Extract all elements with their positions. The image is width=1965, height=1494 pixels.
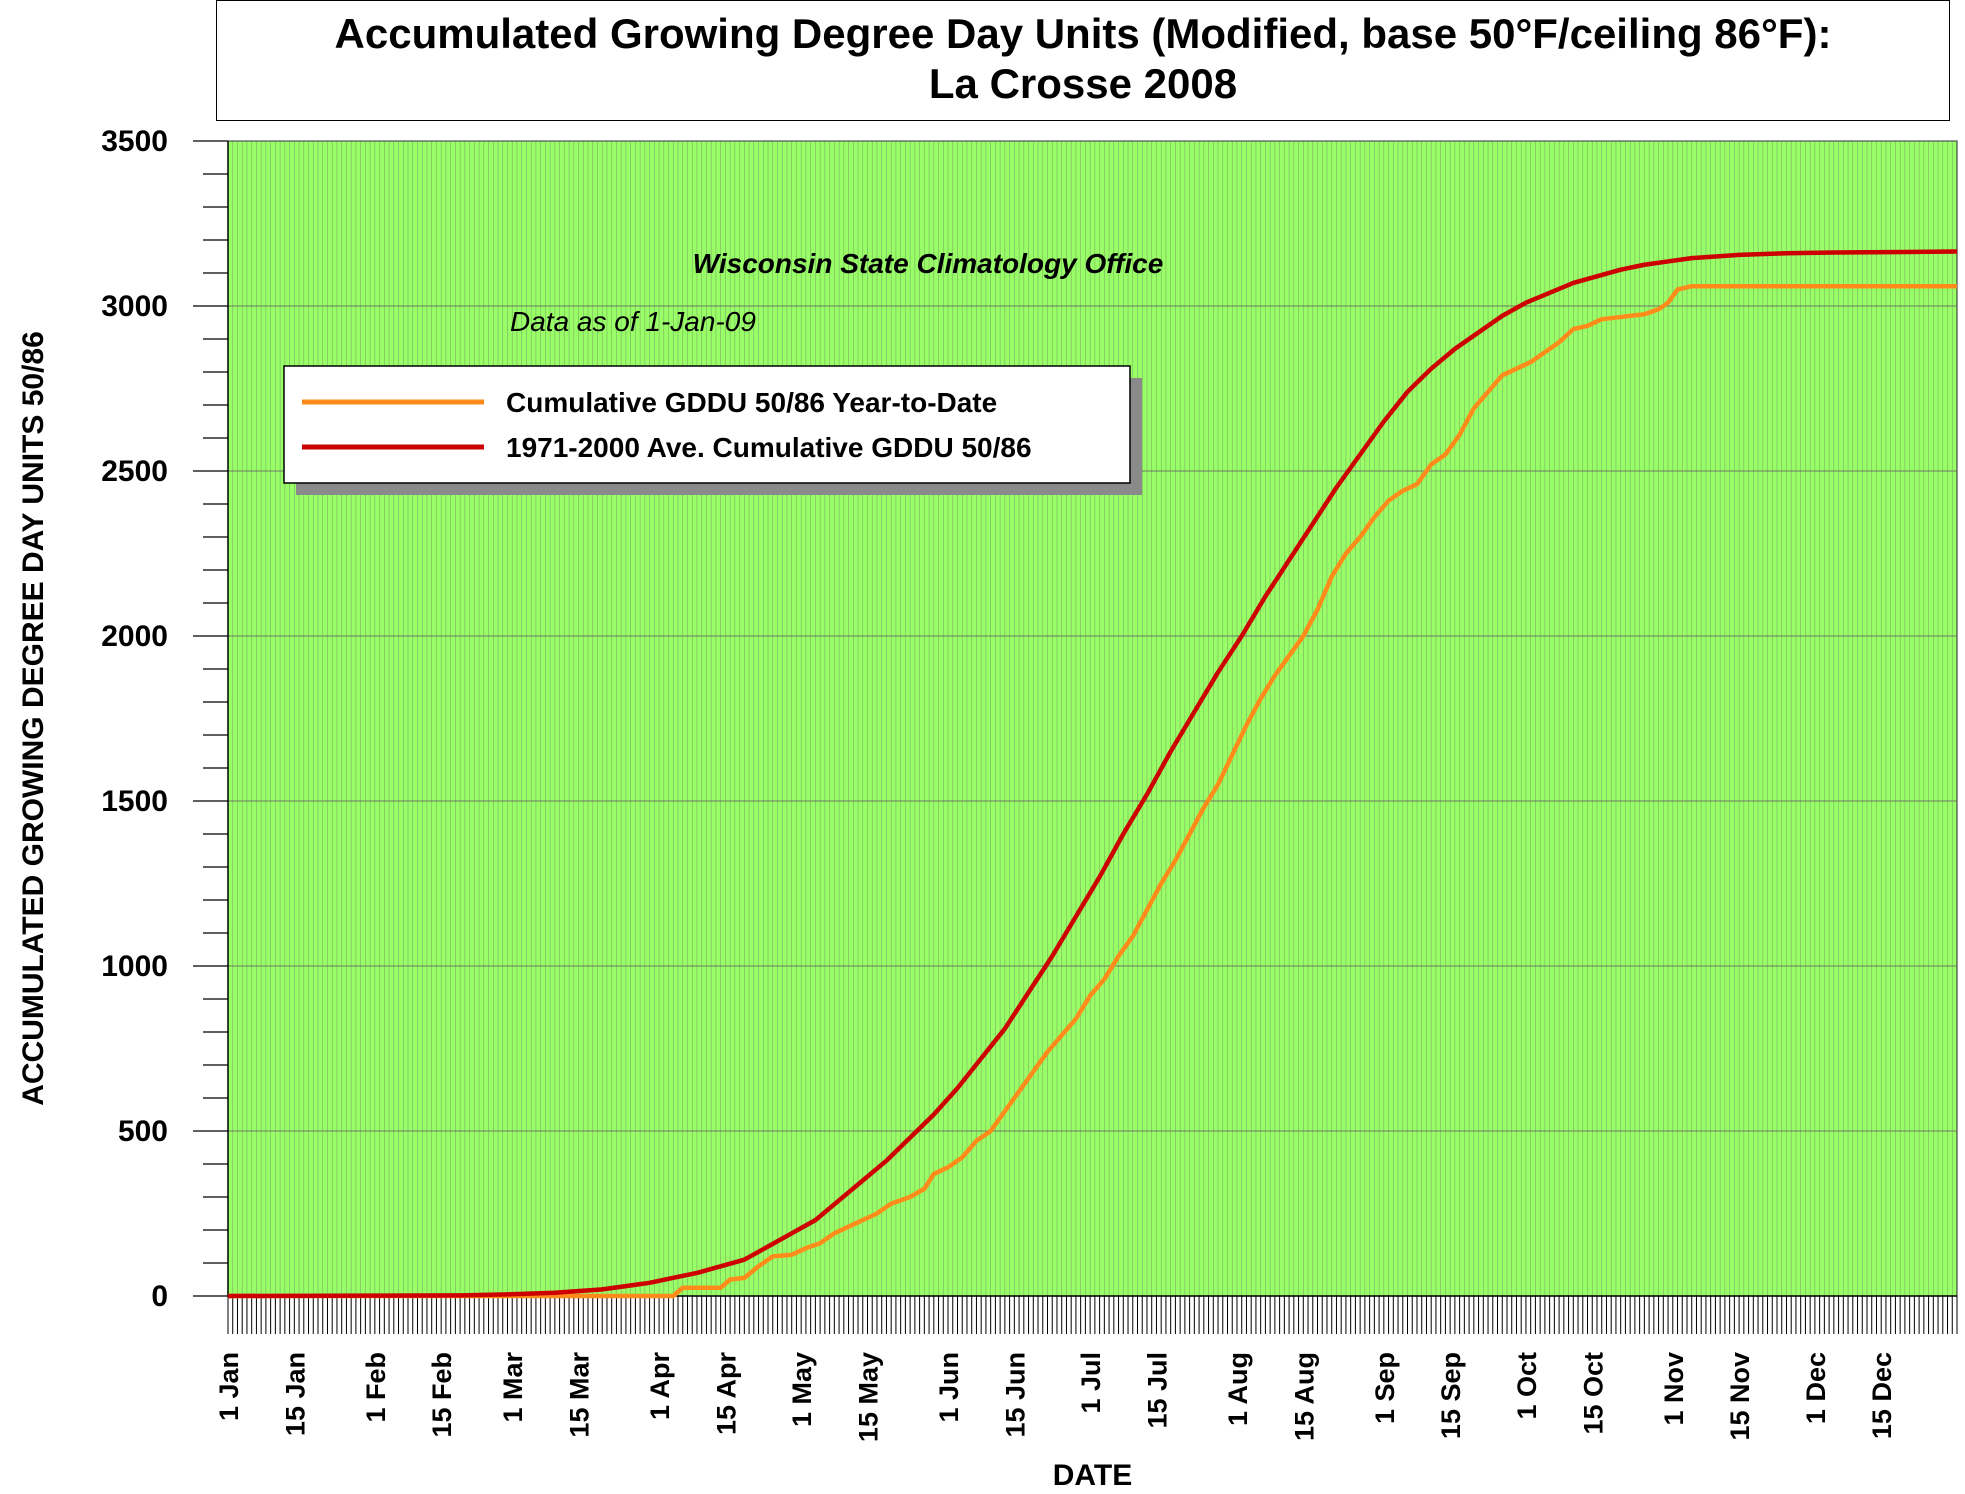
x-axis: 1 Jan 15 Jan 1 Feb 15 Feb 1 Mar 15 Mar 1 Apr 15… (214, 1295, 1958, 1442)
y-tick-label: 3500 (101, 125, 168, 158)
y-tick-label: 0 (151, 1280, 168, 1313)
chart-subtitle: La Crosse 2008 (928, 60, 1238, 107)
x-tick-label: 1 Sep (1370, 1352, 1400, 1424)
data-as-of-annotation: Data as of 1-Jan-09 (510, 306, 756, 337)
legend-box (283, 365, 1131, 484)
x-tick-label: 1 Jul (1076, 1352, 1106, 1414)
x-tick-label: 1 Feb (361, 1352, 391, 1423)
x-tick-label: 1 Nov (1659, 1352, 1689, 1426)
x-tick-label: 1 Dec (1801, 1352, 1831, 1424)
office-annotation: Wisconsin State Climatology Office (693, 248, 1164, 279)
chart-title-box: Accumulated Growing Degree Day Units (Mo… (216, 0, 1950, 121)
y-tick-label: 1500 (101, 785, 168, 818)
x-tick-label: 15 Aug (1289, 1352, 1319, 1441)
x-tick-label: 15 Dec (1867, 1352, 1897, 1439)
x-tick-label: 15 Sep (1436, 1352, 1466, 1439)
y-tick-label: 500 (118, 1115, 168, 1148)
series-line-average (227, 249, 1958, 1299)
y-tick-label: 3000 (101, 290, 168, 323)
x-tick-label: 1 Jun (934, 1352, 964, 1423)
chart-title: Accumulated Growing Degree Day Units (Mo… (334, 10, 1832, 57)
x-tick-label: 15 Jun (1000, 1352, 1030, 1438)
x-tick-label: 1 May (787, 1352, 817, 1427)
x-tick-label: 15 Nov (1725, 1352, 1755, 1441)
x-tick-label: 15 Oct (1578, 1352, 1608, 1435)
x-tick-label: 1 Jan (214, 1352, 244, 1421)
x-tick-label: 15 Feb (427, 1352, 457, 1438)
legend-label-year-to-date: Cumulative GDDU 50/86 Year-to-Date (506, 387, 997, 418)
y-tick-label: 1000 (101, 950, 168, 983)
x-tick-label: 15 May (853, 1352, 883, 1442)
series-line-year-to-date (228, 283, 1957, 1299)
chart-series (227, 249, 1958, 1299)
x-tick-label: 15 Jul (1142, 1352, 1172, 1429)
legend-label-average: 1971-2000 Ave. Cumulative GDDU 50/86 (506, 432, 1032, 463)
x-tick-label: 15 Mar (565, 1352, 595, 1438)
y-tick-label: 2500 (101, 455, 168, 488)
x-axis-label: DATE (1053, 1459, 1132, 1492)
y-axis: 0 500 1000 1500 2000 2500 3000 3500 (101, 125, 229, 1313)
x-tick-label: 1 Oct (1512, 1352, 1542, 1420)
y-axis-label: ACCUMULATED GROWING DEGREE DAY UNITS 50/… (17, 331, 50, 1106)
plot-area (227, 140, 1958, 1297)
x-tick-label: 1 Aug (1223, 1352, 1253, 1426)
x-tick-label: 1 Mar (498, 1352, 528, 1423)
y-tick-label: 2000 (101, 620, 168, 653)
x-tick-label: 1 Apr (645, 1352, 675, 1421)
x-tick-label: 15 Apr (711, 1352, 741, 1436)
x-tick-label: 15 Jan (280, 1352, 310, 1436)
chart-legend: Cumulative GDDU 50/86 Year-to-Date 1971-… (283, 365, 1142, 495)
